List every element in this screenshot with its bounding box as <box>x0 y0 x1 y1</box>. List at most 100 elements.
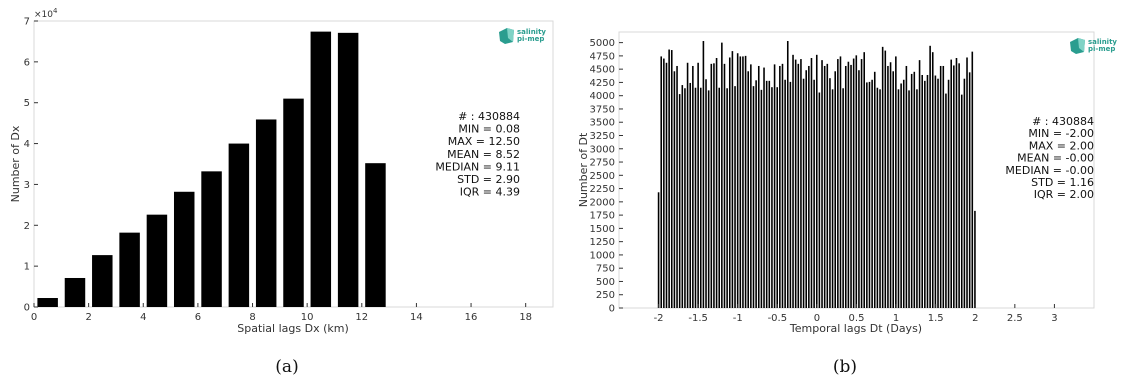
bar <box>842 88 844 308</box>
bar <box>705 79 707 309</box>
bar <box>715 58 718 309</box>
x-tick-label: -0.5 <box>768 313 788 324</box>
bar <box>889 62 892 308</box>
bar <box>697 62 699 308</box>
bar <box>663 58 665 308</box>
y-tick-label: 750 <box>596 264 615 275</box>
x-tick-label: 2 <box>85 312 91 323</box>
bar <box>750 64 752 308</box>
y-axis-label-a: Number of Dx <box>9 125 22 202</box>
bar <box>800 59 802 308</box>
bar <box>905 65 908 308</box>
bars-b <box>657 41 976 309</box>
bar <box>731 51 734 309</box>
bar <box>768 80 771 308</box>
y-multiplier-a: ×104 <box>34 7 58 20</box>
bar <box>823 65 826 308</box>
bar <box>858 70 860 308</box>
bar <box>950 59 952 308</box>
bar <box>670 50 673 309</box>
caption-a: (a) <box>275 357 298 377</box>
bar <box>699 87 702 308</box>
bar <box>829 78 831 309</box>
x-tick-label: 6 <box>195 312 201 323</box>
bar <box>908 90 910 308</box>
caption-b: (b) <box>833 357 857 377</box>
stat-line: MIN = 0.08 <box>458 123 520 136</box>
bar <box>763 67 765 308</box>
bar <box>834 71 836 308</box>
bar <box>694 87 697 308</box>
y-tick-label: 6 <box>24 57 30 68</box>
bar <box>228 143 250 307</box>
stat-line: IQR = 2.00 <box>1034 188 1094 201</box>
bars-a <box>37 31 386 308</box>
bar <box>939 65 942 308</box>
y-tick-label: 2750 <box>590 158 615 169</box>
bar <box>808 65 810 308</box>
logo-text-line1: salinity <box>1088 38 1117 46</box>
x-tick-label: 2.5 <box>1007 313 1023 324</box>
y-tick-label: 3500 <box>590 118 615 129</box>
bar <box>689 82 692 308</box>
y-tick-label: 3000 <box>590 144 615 155</box>
bar <box>937 78 939 309</box>
bar <box>947 79 950 309</box>
bar <box>884 50 887 308</box>
bar <box>728 57 731 309</box>
bar <box>773 64 776 308</box>
bar <box>673 71 676 308</box>
bar <box>844 65 847 308</box>
bar <box>660 56 663 308</box>
stat-line: MIN = -2.00 <box>1028 127 1094 140</box>
y-tick-label: 0 <box>24 303 30 314</box>
y-tick-label: 250 <box>596 290 615 301</box>
x-tick-label: 12 <box>355 312 368 323</box>
bar <box>895 56 897 308</box>
bar <box>707 90 710 308</box>
bar <box>887 65 889 308</box>
y-axis-a: 0 1 2 3 4 5 6 7 <box>24 17 38 314</box>
bar <box>974 210 976 308</box>
x-tick-label: 4 <box>140 312 146 323</box>
y-tick-label: 2250 <box>590 184 615 195</box>
bar <box>718 87 721 308</box>
bar <box>797 63 800 308</box>
y-tick-label: 1000 <box>590 250 615 261</box>
bar <box>786 41 789 309</box>
bar <box>721 42 723 309</box>
bar <box>752 86 755 308</box>
bar <box>929 45 931 309</box>
stat-line: IQR = 4.39 <box>460 186 520 199</box>
bar <box>955 58 958 309</box>
x-tick-label: 10 <box>301 312 314 323</box>
x-tick-label: 2 <box>972 313 978 324</box>
bar <box>850 64 852 308</box>
x-tick-label: 16 <box>465 312 478 323</box>
stat-line: MEAN = 8.52 <box>447 148 520 161</box>
bar <box>879 89 881 308</box>
bar <box>686 62 689 308</box>
bar <box>665 62 668 308</box>
bar <box>692 65 694 308</box>
x-tick-label: 1 <box>893 313 899 324</box>
x-axis-a: 0 2 4 6 8 10 12 14 16 18 <box>31 303 532 323</box>
y-tick-label: 1750 <box>590 211 615 222</box>
bar <box>776 87 778 308</box>
bar <box>310 31 332 308</box>
bar <box>92 255 113 307</box>
bar <box>831 89 834 308</box>
logo-icon-shade <box>1078 38 1085 52</box>
bar <box>668 49 670 309</box>
bar <box>771 87 773 308</box>
bar <box>910 73 913 309</box>
bar <box>866 82 868 308</box>
bar <box>789 81 792 308</box>
bar <box>676 65 678 308</box>
bar <box>710 63 713 308</box>
y-tick-label: 5000 <box>590 38 615 49</box>
bar <box>760 89 763 308</box>
bar <box>916 89 918 308</box>
bar <box>958 63 960 308</box>
y-tick-label: 7 <box>24 17 30 28</box>
